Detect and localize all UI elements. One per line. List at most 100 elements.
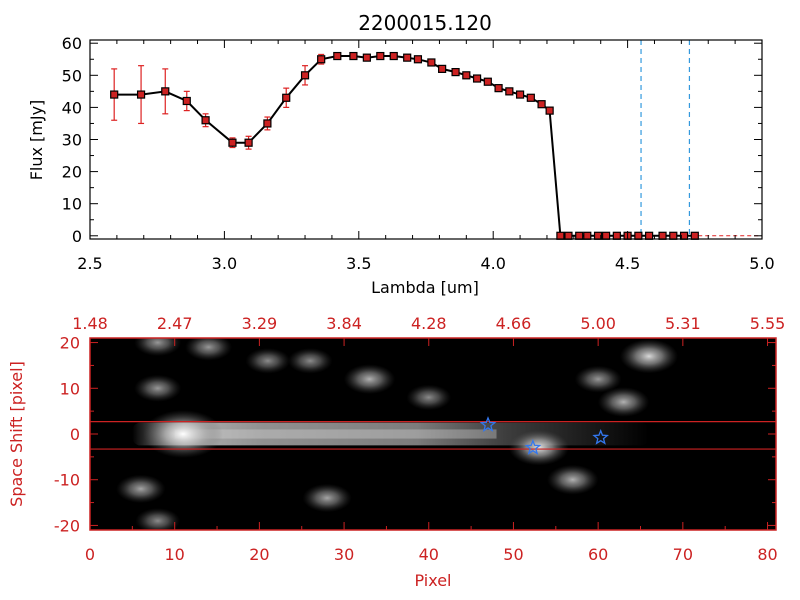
data-point [658, 231, 667, 240]
data-point [451, 67, 460, 77]
star-marker-icon [592, 428, 609, 445]
image-source-blob [245, 348, 291, 374]
image-source-blob [185, 338, 233, 361]
data-point [182, 96, 191, 106]
spectral-image-axes: 0 10 20 30 40 50 60 70 80 1.48 2.47 3.29 3.84 4.28 4.6… [54, 314, 785, 564]
data-point [136, 90, 146, 99]
spectral-image-plot: 0 10 20 30 40 50 60 70 80 1.48 2.47 3.29 3.84 4.28 4.6… [7, 314, 785, 590]
data-point [161, 87, 170, 96]
image-source-blob [143, 410, 224, 458]
y-tick-label: 10 [62, 195, 82, 214]
y-tick-label: 10 [60, 379, 80, 398]
y-tick-label: 50 [62, 66, 82, 85]
data-point [317, 55, 326, 64]
top-axis-tick-label: 3.84 [326, 314, 362, 333]
x-tick-label: 40 [419, 545, 439, 564]
data-point [545, 106, 554, 115]
image-source-blob [406, 384, 452, 411]
image-source-blob [508, 430, 569, 466]
data-point [690, 231, 699, 240]
top-axis-tick-label: 1.48 [72, 314, 108, 333]
image-source-blob [134, 374, 182, 402]
x-tick-label: 20 [249, 545, 269, 564]
data-point [282, 93, 291, 102]
data-point [601, 231, 611, 240]
x-tick-label: 3.0 [212, 254, 237, 273]
image-source-blob [574, 365, 622, 393]
data-point [575, 231, 584, 240]
data-point [403, 53, 412, 62]
data-point [244, 138, 253, 147]
top-axis-tick-label: 5.00 [580, 314, 616, 333]
data-point [645, 231, 654, 240]
image-source-blob [302, 483, 352, 513]
spectral-image-x-axis-label: Pixel [414, 571, 451, 590]
image-source-blob [343, 364, 396, 395]
data-point [669, 231, 678, 240]
y-tick-label: -20 [54, 516, 80, 535]
x-tick-label: 50 [503, 545, 523, 564]
data-point [556, 231, 565, 240]
image-source-blob [547, 464, 599, 495]
spectrum-x-axis-label: Lambda [um] [371, 278, 479, 297]
spectral-trace-core [174, 429, 497, 439]
x-tick-label: 2.5 [77, 254, 102, 273]
star-marker-icon [524, 438, 542, 455]
data-point [110, 90, 119, 99]
y-tick-label: 30 [62, 131, 82, 150]
data-point [413, 55, 423, 64]
y-tick-label: 40 [62, 98, 82, 117]
y-tick-label: 20 [62, 163, 82, 182]
top-axis-tick-label: 3.29 [242, 314, 278, 333]
x-tick-label: 30 [334, 545, 354, 564]
y-tick-label: -10 [54, 471, 80, 490]
y-tick-label: 0 [70, 425, 80, 444]
top-axis-tick-label: 4.66 [496, 314, 532, 333]
data-point [228, 138, 237, 147]
spectral-image-y-axis-label: Space Shift [pixel] [7, 361, 26, 507]
top-axis-tick-label: 5.31 [665, 314, 701, 333]
x-tick-label: 80 [757, 545, 777, 564]
data-point [515, 90, 525, 99]
spectrum-plot: 2200015.120 2.5 3.0 3.5 4.0 4.5 5.0 0 10 20 30 40 5… [27, 11, 775, 297]
data-point [263, 119, 272, 128]
y-tick-label: 20 [60, 334, 80, 353]
spectrum-data-layer [110, 40, 762, 240]
data-point [462, 71, 471, 80]
image-source-blob [597, 387, 650, 417]
x-tick-label: 4.0 [480, 254, 505, 273]
data-point [505, 87, 514, 96]
data-point [201, 116, 210, 125]
star-marker-icon [479, 416, 497, 432]
spectrum-axes: 2.5 3.0 3.5 4.0 4.5 5.0 0 10 20 30 40 50 60 [62, 34, 775, 273]
data-point [612, 231, 621, 240]
image-source-blob [619, 339, 678, 374]
spectral-image-overlays [90, 416, 776, 455]
x-tick-label: 4.5 [615, 254, 640, 273]
data-point [438, 64, 447, 73]
data-point [427, 58, 436, 67]
data-point [537, 100, 546, 109]
top-axis-tick-label: 5.55 [750, 314, 786, 333]
data-point [472, 74, 482, 83]
data-point [564, 231, 573, 240]
spectrum-title: 2200015.120 [358, 11, 492, 35]
data-point [483, 77, 492, 86]
data-point [376, 51, 385, 61]
data-point [634, 231, 643, 240]
data-point [583, 231, 592, 240]
top-axis-tick-label: 4.28 [411, 314, 447, 333]
spectrum-y-axis-label: Flux [mJy] [27, 100, 46, 181]
data-point [494, 84, 503, 93]
image-source-blob [134, 338, 182, 357]
data-point [526, 93, 535, 102]
x-tick-label: 3.5 [346, 254, 371, 273]
x-tick-label: 5.0 [749, 254, 774, 273]
data-point [349, 51, 358, 61]
x-tick-label: 10 [165, 545, 185, 564]
image-source-blob [287, 348, 333, 374]
data-point [389, 51, 398, 61]
x-tick-label: 60 [588, 545, 608, 564]
y-tick-label: 60 [62, 34, 82, 53]
